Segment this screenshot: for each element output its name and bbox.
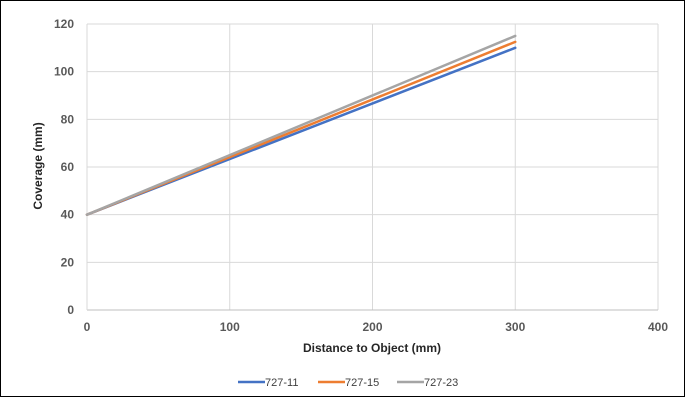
gridlines bbox=[87, 23, 659, 310]
x-tick-label: 100 bbox=[220, 320, 240, 334]
y-tick-label: 80 bbox=[61, 112, 75, 126]
legend-label: 727-23 bbox=[424, 377, 458, 389]
y-tick-label: 120 bbox=[54, 17, 74, 31]
series-lines bbox=[85, 34, 517, 216]
legend: 727-11 727-15 727-23 bbox=[238, 377, 458, 389]
y-tick-label: 0 bbox=[67, 303, 74, 317]
x-tick-label: 400 bbox=[648, 320, 668, 334]
series-line-727-23 bbox=[85, 34, 517, 216]
y-tick-label: 40 bbox=[61, 208, 75, 222]
x-tick-labels: 0 100 200 300 400 bbox=[84, 320, 669, 334]
legend-label: 727-11 bbox=[265, 377, 298, 389]
y-axis-title: Coverage (mm) bbox=[31, 122, 45, 209]
x-axis-title: Distance to Object (mm) bbox=[303, 341, 441, 355]
y-tick-label: 60 bbox=[61, 160, 75, 174]
y-tick-labels: 0 20 40 60 80 100 120 bbox=[54, 17, 74, 317]
x-tick-label: 0 bbox=[84, 320, 91, 334]
x-tick-label: 200 bbox=[362, 320, 382, 334]
legend-label: 727-15 bbox=[345, 377, 379, 389]
y-tick-label: 20 bbox=[61, 255, 75, 269]
axes bbox=[86, 24, 658, 311]
x-tick-label: 300 bbox=[505, 320, 525, 334]
y-tick-label: 100 bbox=[54, 65, 74, 79]
